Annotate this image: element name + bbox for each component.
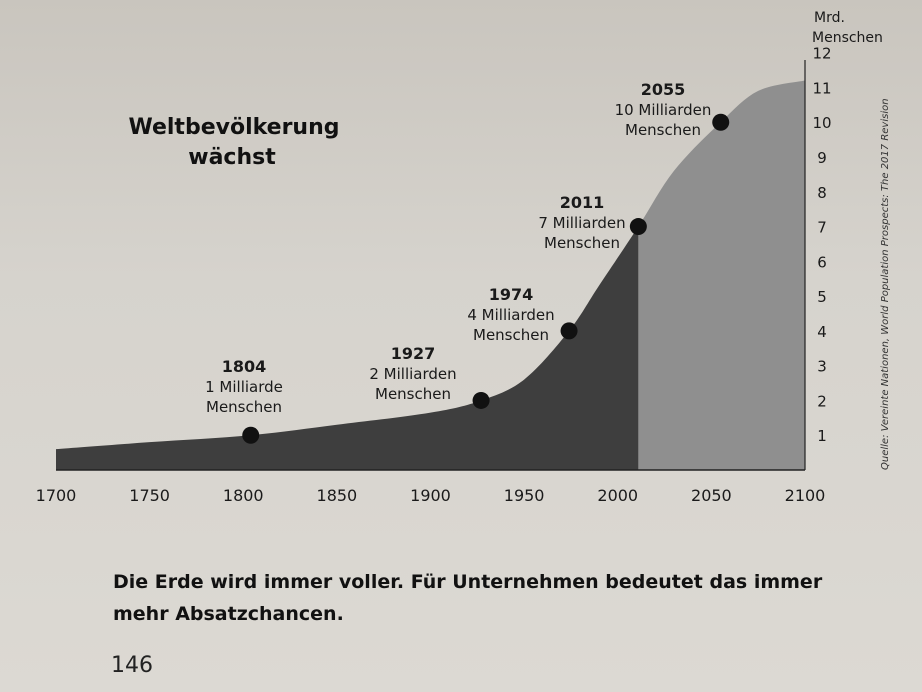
y-tick-label: 5 — [817, 288, 827, 306]
x-tick-label: 2050 — [691, 486, 732, 505]
y-tick-label: 3 — [817, 358, 827, 376]
milestone-dot — [560, 322, 578, 340]
y-tick-label: 1 — [817, 427, 827, 445]
y-axis-label: Mrd. Menschen — [812, 10, 883, 46]
historic-area — [56, 226, 639, 470]
x-tick-label: 1700 — [36, 486, 77, 505]
y-tick-label: 11 — [812, 79, 831, 97]
y-tick-label: 4 — [817, 323, 827, 341]
y-tick-label: 9 — [817, 149, 827, 167]
y-tick-label: 8 — [817, 184, 827, 202]
milestone-label: 2055 10 Milliarden Menschen — [615, 80, 712, 139]
milestone-dot — [629, 218, 647, 236]
y-tick-label: 12 — [812, 45, 831, 63]
y-tick-label: 6 — [817, 253, 827, 271]
figure-caption: Die Erde wird immer voller. Für Unterneh… — [113, 571, 823, 625]
x-tick-label: 1750 — [129, 486, 170, 505]
x-tick-label: 2000 — [597, 486, 638, 505]
milestone-dot — [242, 426, 260, 444]
projection-area — [638, 80, 805, 470]
x-tick-label: 2100 — [785, 486, 826, 505]
x-tick-label: 1800 — [223, 486, 264, 505]
y-tick-label: 7 — [817, 219, 827, 237]
chart-title: Weltbevölkerung wächst — [128, 115, 339, 170]
y-tick-label: 2 — [817, 392, 827, 410]
milestone-dot — [472, 391, 490, 409]
y-tick-label: 10 — [812, 114, 831, 132]
x-tick-label: 1900 — [410, 486, 451, 505]
x-tick-label: 1850 — [317, 486, 358, 505]
milestone-label: 1974 4 Milliarden Menschen — [467, 285, 554, 344]
page-number: 146 — [111, 653, 153, 678]
source-note: Quelle: Vereinte Nationen, World Populat… — [880, 98, 891, 470]
milestone-label: 2011 7 Milliarden Menschen — [538, 193, 625, 252]
milestone-label: 1804 1 Milliarde Menschen — [205, 357, 283, 416]
milestone-label: 1927 2 Milliarden Menschen — [369, 344, 456, 403]
milestone-dot — [712, 113, 730, 131]
x-tick-label: 1950 — [504, 486, 545, 505]
